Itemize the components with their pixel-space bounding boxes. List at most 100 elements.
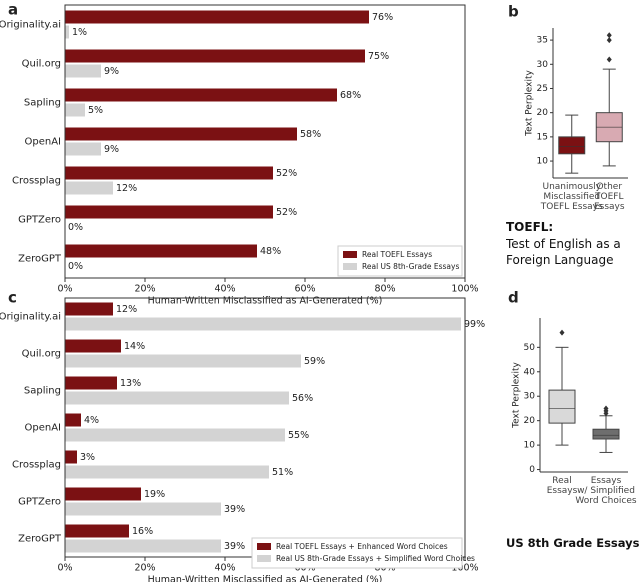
outlier bbox=[606, 32, 612, 39]
x-tick-label-box: Other TOEFL Essays bbox=[593, 182, 625, 212]
x-tick-label: 40% bbox=[214, 563, 235, 574]
legend-swatch bbox=[343, 251, 357, 258]
y-tick-label: 10 bbox=[537, 157, 549, 167]
y-tick-label: 40 bbox=[524, 367, 536, 377]
legend-label: Real TOEFL Essays + Enhanced Word Choice… bbox=[276, 542, 448, 551]
x-tick-label: 80% bbox=[374, 284, 395, 295]
value-label: 9% bbox=[104, 144, 119, 155]
bar bbox=[65, 391, 289, 405]
y-tick-label: 30 bbox=[537, 60, 549, 70]
legend-swatch bbox=[257, 543, 271, 550]
value-label: 14% bbox=[124, 341, 145, 352]
x-tick-label: 100% bbox=[451, 284, 478, 295]
value-label: 56% bbox=[292, 393, 313, 404]
value-label: 55% bbox=[288, 430, 309, 441]
caption-box: Test of English as a Foreign Language bbox=[506, 237, 621, 267]
x-tick-label: Real Essays bbox=[546, 476, 578, 496]
bar bbox=[65, 88, 337, 102]
bar bbox=[65, 317, 461, 331]
bar bbox=[65, 302, 113, 316]
caption-title-box: US 8th Grade Essays bbox=[506, 536, 640, 550]
value-label: 16% bbox=[132, 526, 153, 537]
x-tick-label: 100% bbox=[451, 563, 478, 574]
plot-frame bbox=[64, 4, 466, 279]
y-tick-label: 50 bbox=[524, 343, 536, 353]
panel-label: c bbox=[8, 289, 17, 307]
y-axis-label: Text Perplexity bbox=[512, 361, 522, 428]
bar bbox=[65, 487, 141, 501]
bar bbox=[65, 205, 273, 219]
x-axis-label: Human-Written Misclassified as AI-Genera… bbox=[148, 296, 383, 307]
bar bbox=[65, 25, 69, 39]
bar bbox=[65, 181, 113, 195]
value-label: 19% bbox=[144, 489, 165, 500]
y-tick-label: GPTZero bbox=[18, 497, 61, 508]
bar bbox=[65, 502, 221, 516]
value-label: 59% bbox=[304, 356, 325, 367]
bar bbox=[65, 524, 129, 538]
value-label: 39% bbox=[224, 541, 245, 552]
bar bbox=[65, 166, 273, 180]
value-label: 4% bbox=[84, 415, 99, 426]
y-tick-label: Crossplag bbox=[12, 176, 61, 187]
panel-label: a bbox=[8, 1, 18, 19]
y-tick-label: Sapling bbox=[24, 98, 61, 109]
caption-title-box: TOEFL: bbox=[506, 220, 554, 234]
value-label: 99% bbox=[464, 319, 485, 330]
x-tick-label-box: Essays w/ Simplified Word Choices bbox=[575, 476, 637, 506]
value-label: 5% bbox=[88, 105, 103, 116]
y-tick-label: OpenAI bbox=[25, 423, 62, 434]
plot-frame bbox=[64, 297, 466, 558]
value-label: 0% bbox=[68, 222, 83, 233]
y-tick-label: 15 bbox=[537, 132, 548, 142]
legend-label: Real US 8th-Grade Essays + Simplified Wo… bbox=[276, 554, 475, 563]
x-tick-label: Other TOEFL Essays bbox=[593, 182, 625, 212]
bar bbox=[65, 450, 77, 464]
x-tick-label-box: Unanimously Misclassified TOEFL Essays bbox=[540, 182, 603, 212]
bar bbox=[65, 539, 221, 553]
y-tick-label: 20 bbox=[537, 108, 549, 118]
value-label: 68% bbox=[340, 90, 361, 101]
y-tick-label: GPTZero bbox=[18, 215, 61, 226]
value-label: 76% bbox=[372, 12, 393, 23]
legend-label: Real TOEFL Essays bbox=[362, 250, 432, 259]
x-tick-label: 20% bbox=[134, 284, 155, 295]
y-tick-label: 25 bbox=[537, 84, 548, 94]
bar bbox=[65, 49, 365, 63]
caption-title: TOEFL: bbox=[506, 220, 554, 234]
value-label: 13% bbox=[120, 378, 141, 389]
value-label: 0% bbox=[68, 261, 83, 272]
value-label: 52% bbox=[276, 168, 297, 179]
caption: Test of English as a Foreign Language bbox=[506, 237, 621, 267]
bar bbox=[65, 465, 269, 479]
outlier bbox=[603, 405, 609, 412]
y-tick-label: 20 bbox=[524, 416, 536, 426]
value-label: 51% bbox=[272, 467, 293, 478]
x-tick-label: 60% bbox=[294, 284, 315, 295]
bar bbox=[65, 413, 81, 427]
x-tick-label: Essays w/ Simplified Word Choices bbox=[575, 476, 637, 506]
value-label: 9% bbox=[104, 66, 119, 77]
value-label: 75% bbox=[368, 51, 389, 62]
x-tick-label: Unanimously Misclassified TOEFL Essays bbox=[540, 182, 603, 212]
panel-label: d bbox=[508, 289, 519, 307]
bar bbox=[65, 376, 117, 390]
box bbox=[558, 136, 586, 155]
box bbox=[592, 428, 620, 440]
x-tick-label: 20% bbox=[134, 563, 155, 574]
bar bbox=[65, 428, 285, 442]
y-tick-label: Originality.ai bbox=[0, 20, 61, 31]
legend-frame bbox=[251, 537, 463, 569]
bar bbox=[65, 64, 101, 78]
y-tick-label: ZeroGPT bbox=[18, 534, 62, 545]
bar bbox=[65, 142, 101, 156]
value-label: 12% bbox=[116, 304, 137, 315]
y-tick-label: ZeroGPT bbox=[18, 254, 62, 265]
value-label: 58% bbox=[300, 129, 321, 140]
bar bbox=[65, 127, 297, 141]
legend-swatch bbox=[257, 555, 271, 562]
caption-title: US 8th Grade Essays bbox=[506, 536, 640, 550]
outlier bbox=[606, 37, 612, 44]
legend-frame bbox=[337, 245, 463, 277]
